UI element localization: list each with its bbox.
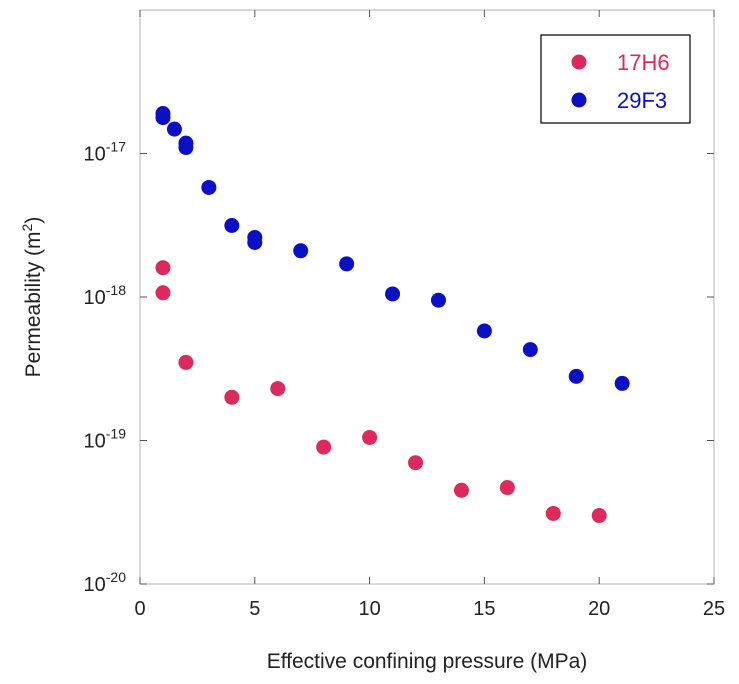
y-axis: 10-20 10-19 10-18 10-17 <box>84 139 714 596</box>
point-29F3 <box>430 292 446 308</box>
point-29F3 <box>568 368 584 384</box>
y-tick-label: 10-20 <box>84 569 127 596</box>
point-17H6 <box>224 389 240 405</box>
x-tick-label: 10 <box>358 598 380 620</box>
x-tick-label: 5 <box>249 598 260 620</box>
legend-marker-17H6 <box>571 54 587 70</box>
x-tick-label: 15 <box>473 598 495 620</box>
point-29F3 <box>476 323 492 339</box>
point-29F3 <box>293 243 309 259</box>
point-17H6 <box>591 508 607 524</box>
legend-label-17H6: 17H6 <box>617 50 670 75</box>
point-17H6 <box>178 354 194 370</box>
legend-label-29F3: 29F3 <box>617 88 667 113</box>
legend-box <box>540 34 691 124</box>
y-tick-label: 10-19 <box>84 426 127 453</box>
x-axis: 0 5 10 15 20 25 <box>134 10 725 620</box>
point-29F3 <box>155 110 171 126</box>
point-29F3 <box>201 179 217 195</box>
point-29F3 <box>614 375 630 391</box>
point-29F3 <box>247 234 263 250</box>
point-17H6 <box>453 482 469 498</box>
legend: 17H6 29F3 <box>540 34 691 124</box>
point-29F3 <box>385 286 401 302</box>
point-29F3 <box>522 342 538 358</box>
point-29F3 <box>224 217 240 233</box>
point-17H6 <box>499 480 515 496</box>
x-axis-title: Effective confining pressure (MPa) <box>267 650 588 673</box>
point-17H6 <box>155 260 171 276</box>
point-17H6 <box>408 455 424 471</box>
point-29F3 <box>166 121 182 137</box>
y-axis-title: Permeability (m2) <box>19 217 45 378</box>
point-17H6 <box>316 439 332 455</box>
point-17H6 <box>270 381 286 397</box>
x-tick-label: 0 <box>134 598 145 620</box>
point-17H6 <box>545 505 561 521</box>
x-tick-label: 20 <box>588 598 610 620</box>
y-tick-label: 10-18 <box>84 282 127 309</box>
data-points <box>155 105 630 524</box>
point-17H6 <box>362 429 378 445</box>
y-tick-label: 10-17 <box>84 139 127 166</box>
legend-marker-29F3 <box>571 92 587 108</box>
point-29F3 <box>339 256 355 272</box>
x-tick-label: 25 <box>703 598 725 620</box>
point-17H6 <box>155 285 171 301</box>
point-29F3 <box>178 140 194 156</box>
